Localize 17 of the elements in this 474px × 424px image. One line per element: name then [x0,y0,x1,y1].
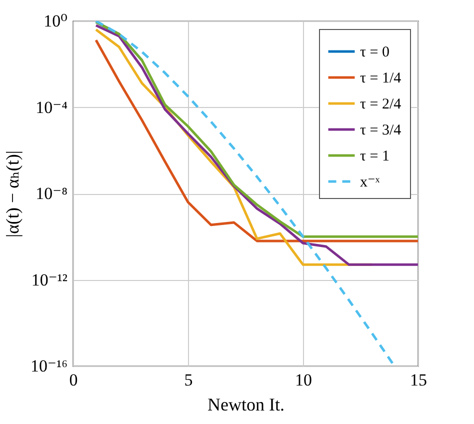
y-tick-label: 10⁻¹² [31,270,68,290]
legend-label: τ = 1/4 [360,70,402,86]
x-tick-label: 10 [295,370,312,390]
y-tick-label: 10⁻¹⁶ [30,356,68,376]
legend-label: τ = 3/4 [360,122,402,138]
x-tick-label: 15 [410,370,427,390]
legend-label: τ = 2/4 [360,96,402,112]
legend-label: τ = 1 [360,148,390,164]
legend-label: τ = 0 [360,44,390,60]
y-tick-label: 10⁻⁸ [36,184,68,203]
x-tick-label: 5 [184,370,193,390]
legend-label: x⁻ˣ [360,174,380,190]
y-axis-title: |α(t) − αₕ(t)| [2,150,23,238]
y-tick-label: 10⁰ [44,12,68,30]
y-tick-label: 10⁻⁴ [36,98,68,117]
x-tick-label: 0 [69,370,78,390]
x-axis-title: Newton It. [208,394,284,414]
